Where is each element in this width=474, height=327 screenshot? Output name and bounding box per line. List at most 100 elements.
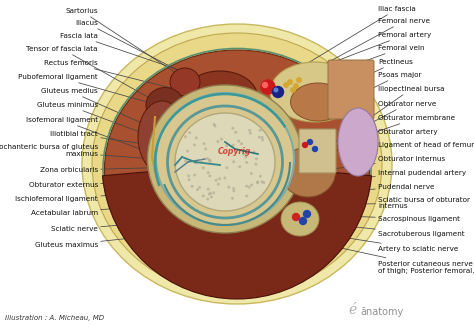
- Circle shape: [274, 88, 278, 92]
- Circle shape: [302, 143, 308, 147]
- Circle shape: [261, 181, 263, 183]
- Circle shape: [233, 188, 235, 189]
- Circle shape: [226, 167, 228, 169]
- Circle shape: [300, 217, 307, 225]
- Ellipse shape: [147, 85, 302, 233]
- Circle shape: [241, 143, 242, 145]
- Circle shape: [312, 146, 318, 151]
- Circle shape: [263, 82, 267, 88]
- Ellipse shape: [281, 147, 336, 197]
- Text: Obturator nerve: Obturator nerve: [336, 101, 437, 141]
- Circle shape: [308, 140, 312, 145]
- Circle shape: [250, 132, 251, 134]
- Circle shape: [233, 161, 235, 163]
- Text: Sacrotuberous ligament: Sacrotuberous ligament: [292, 220, 465, 237]
- Ellipse shape: [92, 33, 382, 295]
- Text: é: é: [348, 303, 356, 317]
- Circle shape: [250, 173, 252, 174]
- Circle shape: [284, 83, 288, 87]
- Circle shape: [260, 175, 261, 177]
- Circle shape: [189, 132, 191, 133]
- Circle shape: [209, 160, 211, 161]
- Circle shape: [226, 145, 228, 146]
- Circle shape: [232, 145, 234, 146]
- Ellipse shape: [155, 118, 190, 166]
- Circle shape: [273, 87, 283, 97]
- Text: Sciatic bursa of obturator
internus: Sciatic bursa of obturator internus: [300, 197, 470, 210]
- Circle shape: [262, 137, 263, 138]
- FancyBboxPatch shape: [299, 129, 336, 173]
- Circle shape: [208, 188, 209, 190]
- Text: Rectus femoris: Rectus femoris: [44, 60, 214, 99]
- Ellipse shape: [281, 202, 319, 236]
- Text: Ligament of head of femur: Ligament of head of femur: [256, 142, 474, 155]
- Circle shape: [251, 184, 252, 186]
- Circle shape: [185, 160, 186, 162]
- Circle shape: [207, 158, 208, 159]
- Circle shape: [245, 156, 246, 158]
- Text: Sciatic nerve: Sciatic nerve: [51, 215, 234, 232]
- Circle shape: [246, 195, 247, 197]
- Circle shape: [259, 129, 261, 131]
- Text: Fascia lata: Fascia lata: [60, 33, 184, 72]
- Circle shape: [235, 131, 237, 133]
- Circle shape: [262, 139, 264, 141]
- Circle shape: [191, 185, 193, 187]
- Circle shape: [249, 129, 250, 131]
- Text: Illustration : A. Micheau, MD: Illustration : A. Micheau, MD: [5, 315, 104, 321]
- Circle shape: [232, 198, 233, 199]
- Circle shape: [194, 144, 195, 146]
- Ellipse shape: [338, 108, 378, 176]
- Text: Obturator membrane: Obturator membrane: [319, 115, 455, 151]
- Text: Acetabular labrum: Acetabular labrum: [31, 199, 217, 216]
- Text: Sartorius: Sartorius: [65, 8, 184, 78]
- Text: Internal pudendal artery: Internal pudendal artery: [306, 170, 466, 182]
- Circle shape: [202, 195, 204, 197]
- Circle shape: [188, 175, 190, 177]
- Circle shape: [203, 143, 205, 145]
- Circle shape: [209, 193, 210, 195]
- Text: Femoral vein: Femoral vein: [279, 45, 425, 92]
- Circle shape: [202, 167, 204, 169]
- Ellipse shape: [170, 68, 200, 96]
- Circle shape: [210, 161, 211, 162]
- Circle shape: [257, 181, 258, 183]
- Text: Copyrig: Copyrig: [218, 147, 251, 156]
- Circle shape: [255, 158, 257, 160]
- Ellipse shape: [291, 83, 346, 121]
- Circle shape: [257, 182, 258, 184]
- Circle shape: [205, 148, 207, 150]
- Circle shape: [243, 153, 245, 155]
- Circle shape: [207, 198, 209, 200]
- Circle shape: [187, 150, 188, 152]
- Circle shape: [291, 88, 295, 92]
- Text: Pudendal nerve: Pudendal nerve: [301, 184, 435, 194]
- Circle shape: [232, 128, 234, 129]
- Text: Obturator externus: Obturator externus: [28, 179, 209, 188]
- Circle shape: [196, 162, 197, 164]
- Circle shape: [209, 159, 210, 161]
- Ellipse shape: [182, 71, 257, 123]
- Text: Pectineus: Pectineus: [319, 59, 413, 98]
- Circle shape: [185, 136, 186, 138]
- Text: Iliopectineal bursa: Iliopectineal bursa: [358, 86, 445, 126]
- Text: Femoral nerve: Femoral nerve: [291, 18, 430, 82]
- Text: Tensor of fascia lata: Tensor of fascia lata: [27, 46, 161, 104]
- Circle shape: [215, 180, 217, 181]
- Circle shape: [243, 150, 244, 152]
- Circle shape: [210, 192, 211, 194]
- Circle shape: [221, 138, 222, 140]
- Text: Iliotibial tract: Iliotibial tract: [50, 131, 151, 145]
- Circle shape: [224, 177, 226, 179]
- Circle shape: [248, 186, 250, 188]
- Ellipse shape: [175, 113, 275, 211]
- Text: Psoas major: Psoas major: [339, 72, 421, 104]
- Circle shape: [200, 160, 202, 162]
- Text: Iliacus: Iliacus: [75, 20, 209, 86]
- Circle shape: [197, 189, 198, 190]
- Circle shape: [209, 175, 210, 177]
- Text: Sacrospinous ligament: Sacrospinous ligament: [296, 214, 460, 222]
- Circle shape: [263, 182, 264, 183]
- Circle shape: [228, 186, 229, 188]
- Text: Trochanteric bursa of gluteus
maximus: Trochanteric bursa of gluteus maximus: [0, 145, 154, 159]
